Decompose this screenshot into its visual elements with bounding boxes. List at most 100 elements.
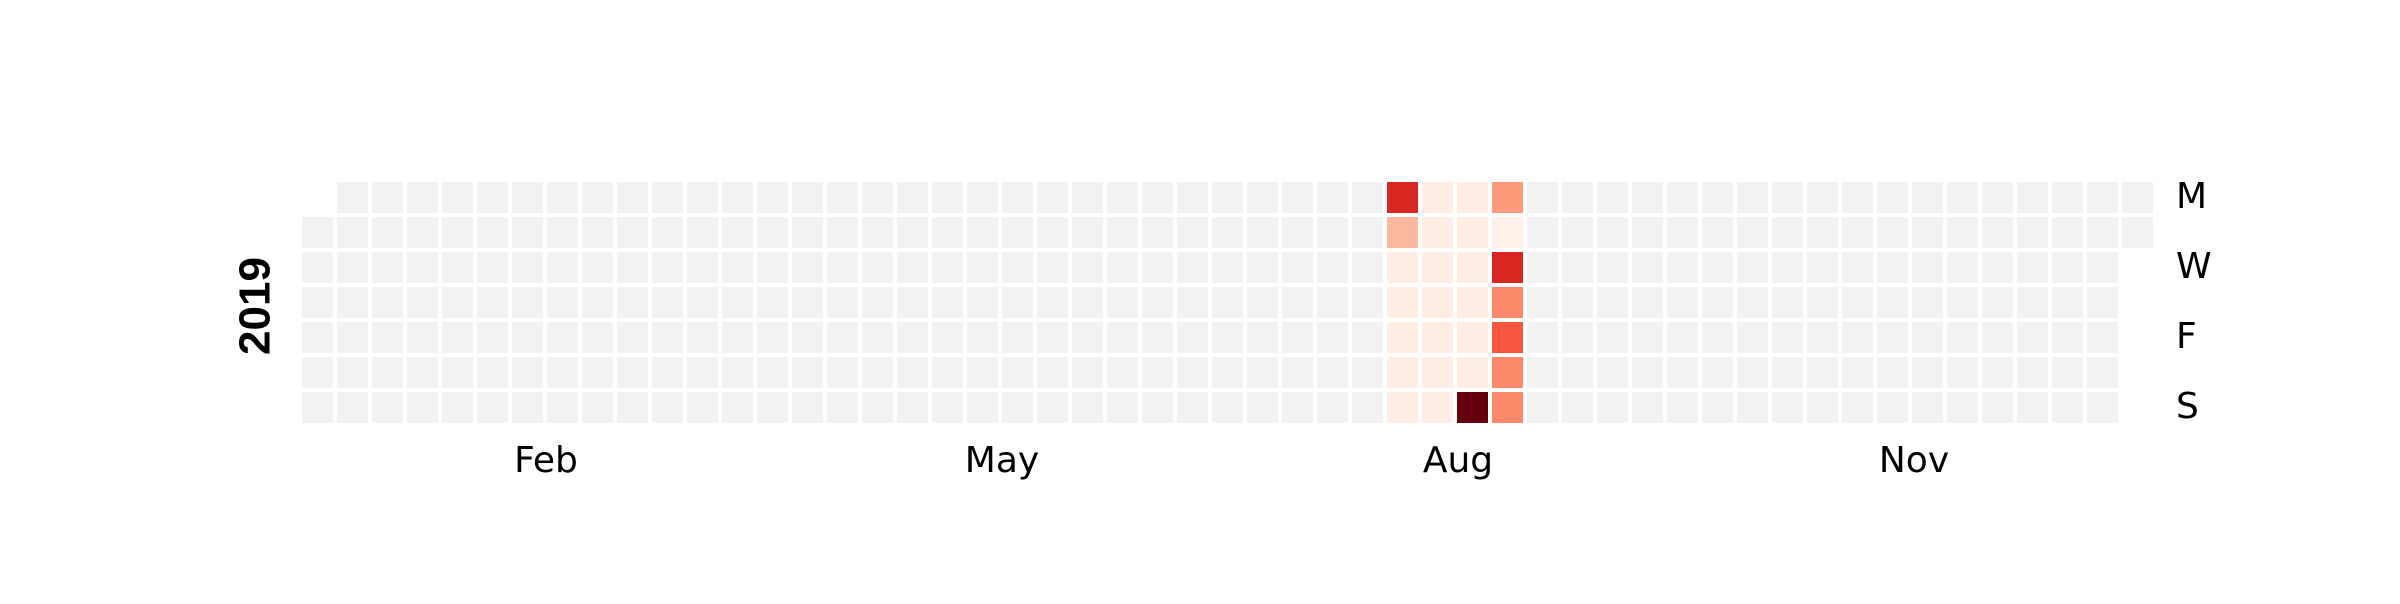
- heatmap-cell-2019-07-22: [1317, 182, 1348, 213]
- heatmap-cell-2019-01-15: [372, 217, 403, 248]
- heatmap-cell-2019-03-11: [652, 182, 683, 213]
- heatmap-cell-2019-03-14: [652, 287, 683, 318]
- heatmap-cell-2019-08-12: [1422, 182, 1453, 213]
- heatmap-cell-2019-11-23: [1912, 357, 1943, 388]
- heatmap-cell-2019-07-16: [1282, 217, 1313, 248]
- heatmap-cell-2019-05-13: [967, 182, 998, 213]
- heatmap-cell-2019-12-08: [1982, 392, 2013, 423]
- heatmap-cell-2019-05-31: [1037, 322, 1068, 353]
- heatmap-cell-2019-06-06: [1072, 287, 1103, 318]
- heatmap-cell-2019-09-26: [1632, 287, 1663, 318]
- heatmap-cell-2019-05-01: [897, 252, 928, 283]
- heatmap-cell-2019-05-22: [1002, 252, 1033, 283]
- heatmap-cell-2019-10-16: [1737, 252, 1768, 283]
- heatmap-cell-2019-11-17: [1877, 392, 1908, 423]
- heatmap-cell-2019-02-27: [582, 252, 613, 283]
- heatmap-cell-2019-12-23: [2087, 182, 2118, 213]
- heatmap-cell-2019-09-13: [1562, 322, 1593, 353]
- heatmap-cell-2019-12-03: [1982, 217, 2013, 248]
- heatmap-cell-2019-01-25: [407, 322, 438, 353]
- heatmap-cell-2019-10-08: [1702, 217, 1733, 248]
- heatmap-cell-2019-12-06: [1982, 322, 2013, 353]
- heatmap-cell-2019-08-16: [1422, 322, 1453, 353]
- heatmap-cell-2019-05-07: [932, 217, 963, 248]
- heatmap-cell-2019-12-04: [1982, 252, 2013, 283]
- heatmap-cell-2019-05-18: [967, 357, 998, 388]
- heatmap-cell-2019-05-12: [932, 392, 963, 423]
- heatmap-cell-2019-03-10: [617, 392, 648, 423]
- heatmap-cell-2019-01-20: [372, 392, 403, 423]
- heatmap-cell-2019-09-02: [1527, 182, 1558, 213]
- heatmap-cell-2019-07-10: [1247, 252, 1278, 283]
- heatmap-cell-2019-03-20: [687, 252, 718, 283]
- heatmap-cell-2019-11-13: [1877, 252, 1908, 283]
- heatmap-cell-2019-12-25: [2087, 252, 2118, 283]
- heatmap-cell-2019-08-24: [1457, 357, 1488, 388]
- heatmap-cell-2019-04-26: [862, 322, 893, 353]
- heatmap-cell-2019-11-07: [1842, 287, 1873, 318]
- heatmap-cell-2019-04-04: [757, 287, 788, 318]
- heatmap-cell-2019-03-27: [722, 252, 753, 283]
- heatmap-cell-2019-10-23: [1772, 252, 1803, 283]
- heatmap-cell-2019-07-02: [1212, 217, 1243, 248]
- heatmap-cell-2019-11-18: [1912, 182, 1943, 213]
- heatmap-cell-2019-05-30: [1037, 287, 1068, 318]
- heatmap-cell-2019-06-15: [1107, 357, 1138, 388]
- heatmap-cell-2019-12-29: [2087, 392, 2118, 423]
- heatmap-cell-2019-04-02: [757, 217, 788, 248]
- heatmap-cell-2019-05-02: [897, 287, 928, 318]
- heatmap-cell-2019-06-13: [1107, 287, 1138, 318]
- heatmap-cell-2019-02-14: [512, 287, 543, 318]
- heatmap-cell-2019-08-15: [1422, 287, 1453, 318]
- heatmap-cell-2019-11-20: [1912, 252, 1943, 283]
- heatmap-cell-2019-06-22: [1142, 357, 1173, 388]
- heatmap-cell-2019-09-09: [1562, 182, 1593, 213]
- heatmap-cell-2019-06-29: [1177, 357, 1208, 388]
- heatmap-cell-2019-12-31: [2122, 217, 2153, 248]
- heatmap-cell-2019-12-10: [2017, 217, 2048, 248]
- heatmap-cell-2019-07-28: [1317, 392, 1348, 423]
- heatmap-cell-2019-04-08: [792, 182, 823, 213]
- heatmap-cell-2019-05-26: [1002, 392, 1033, 423]
- heatmap-cell-2019-11-24: [1912, 392, 1943, 423]
- heatmap-cell-2019-03-24: [687, 392, 718, 423]
- heatmap-cell-2019-09-06: [1527, 322, 1558, 353]
- heatmap-cell-2019-10-04: [1667, 322, 1698, 353]
- heatmap-cell-2019-10-13: [1702, 392, 1733, 423]
- heatmap-cell-2019-07-09: [1247, 217, 1278, 248]
- heatmap-cell-2019-04-22: [862, 182, 893, 213]
- heatmap-cell-2019-07-30: [1352, 217, 1383, 248]
- heatmap-cell-2019-11-01: [1807, 322, 1838, 353]
- heatmap-cell-2019-04-01: [757, 182, 788, 213]
- heatmap-cell-2019-09-22: [1597, 392, 1628, 423]
- heatmap-cell-2019-08-08: [1387, 287, 1418, 318]
- heatmap-cell-2019-10-30: [1807, 252, 1838, 283]
- heatmap-cell-2019-04-23: [862, 217, 893, 248]
- heatmap-cell-2019-06-23: [1142, 392, 1173, 423]
- heatmap-cell-2019-06-07: [1072, 322, 1103, 353]
- heatmap-cell-2019-11-25: [1947, 182, 1978, 213]
- heatmap-cell-2019-10-21: [1772, 182, 1803, 213]
- year-label: 2019: [231, 257, 280, 355]
- heatmap-cell-2019-07-29: [1352, 182, 1383, 213]
- heatmap-cell-2019-11-30: [1947, 357, 1978, 388]
- heatmap-cell-2019-08-31: [1492, 357, 1523, 388]
- heatmap-cell-2019-12-21: [2052, 357, 2083, 388]
- heatmap-cell-2019-08-20: [1457, 217, 1488, 248]
- heatmap-cell-2019-01-06: [302, 392, 333, 423]
- heatmap-cell-2019-12-09: [2017, 182, 2048, 213]
- heatmap-cell-2019-06-03: [1072, 182, 1103, 213]
- heatmap-cell-2019-10-06: [1667, 392, 1698, 423]
- heatmap-cell-2019-12-07: [1982, 357, 2013, 388]
- heatmap-cell-2019-04-11: [792, 287, 823, 318]
- heatmap-cell-2019-03-30: [722, 357, 753, 388]
- heatmap-cell-2019-01-28: [442, 182, 473, 213]
- heatmap-cell-2019-10-19: [1737, 357, 1768, 388]
- heatmap-cell-2019-03-05: [617, 217, 648, 248]
- heatmap-cell-2019-04-18: [827, 287, 858, 318]
- heatmap-cell-2019-09-07: [1527, 357, 1558, 388]
- heatmap-cell-2019-04-06: [757, 357, 788, 388]
- heatmap-cell-2019-04-20: [827, 357, 858, 388]
- heatmap-cell-2019-05-15: [967, 252, 998, 283]
